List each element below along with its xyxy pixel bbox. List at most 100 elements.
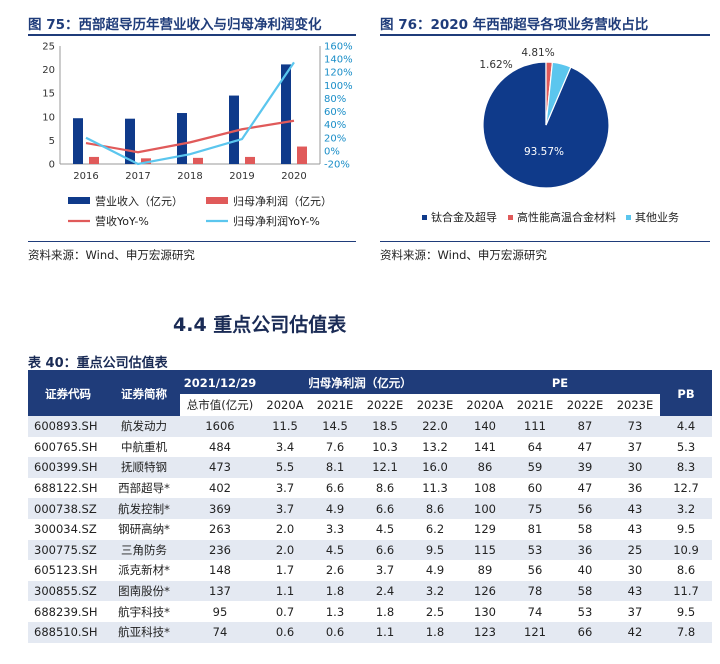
- cell-pe-2021e: 60: [527, 481, 543, 496]
- cell-market-cap: 95: [212, 604, 228, 619]
- cell-pe-2022e: 58: [560, 580, 610, 602]
- cell-name: 图南股份*: [108, 580, 180, 602]
- cell-pe-2022e: 66: [560, 621, 610, 643]
- cell-pe-2023e: 30: [610, 457, 660, 478]
- revenue-yoy-line: [85, 119, 295, 154]
- cell-np-2021e: 14.5: [310, 416, 360, 437]
- header-year: 2020A: [260, 394, 310, 416]
- y-left-tick-label: 15: [42, 89, 55, 100]
- cell-name: 钢研高纳*: [118, 522, 170, 537]
- cell-pe-2023e: 25: [610, 539, 660, 561]
- cell-market-cap: 1606: [180, 416, 260, 437]
- header-date: 2021/12/29: [180, 372, 260, 394]
- cell-name: 西部超导*: [118, 481, 170, 496]
- header-year: 2021E: [310, 394, 360, 416]
- cell-pe-2022e: 87: [560, 416, 610, 437]
- cell-pe-2020a: 123: [460, 621, 510, 643]
- cell-code: 600399.SH: [28, 457, 108, 478]
- fig76-source: 资料来源：Wind、申万宏源研究: [380, 248, 547, 262]
- x-tick-label: 2020: [281, 171, 306, 182]
- cell-np-2020a: 3.4: [275, 439, 295, 454]
- pie-slice: [545, 61, 572, 126]
- cell-pe-2021e: 121: [510, 621, 560, 643]
- net-profit-bar: [245, 156, 255, 164]
- y-left-tick-label: 10: [42, 112, 55, 123]
- cell-name: 航宇科技*: [118, 604, 170, 619]
- header-year: 2023E: [610, 394, 660, 416]
- cell-pb: 4.4: [660, 416, 712, 437]
- revenue-bar: [229, 95, 239, 164]
- cell-np-2021e: 7.6: [325, 439, 345, 454]
- net-profit-yoy-line: [85, 61, 295, 166]
- table-row: 300775.SZ 三角防务 236 2.0 4.5 6.6 9.5 115 53 36 25 10.…: [28, 539, 712, 561]
- legend-label: 高性能高温合金材料: [517, 210, 616, 224]
- cell-np-2020a: 0.7: [275, 604, 295, 619]
- revenue-bar: [177, 113, 187, 164]
- fig75-title: 图 75：西部超导历年营业收入与归母净利润变化: [28, 17, 322, 33]
- cell-np-2020a: 3.7: [260, 498, 310, 519]
- cell-np-2020a: 11.5: [260, 416, 310, 437]
- cell-market-cap: 236: [180, 539, 260, 561]
- cell-name: 三角防务: [108, 539, 180, 561]
- x-tick-label: 2019: [229, 171, 254, 182]
- fig75-title-rule: [28, 34, 356, 36]
- cell-pe-2020a: 100: [460, 498, 510, 519]
- table-row: 688239.SH 航宇科技* 95 0.7 1.3 1.8 2.5 130 74 53 37 9.5: [28, 601, 712, 622]
- cell-pe-2022e: 56: [560, 498, 610, 519]
- cell-pb: 10.9: [660, 539, 712, 561]
- cell-np-2022e: 2.4: [360, 580, 410, 602]
- y-right-tick-label: 60%: [324, 107, 346, 118]
- header-year: 2022E: [360, 394, 410, 416]
- table-row: 605123.SH 派克新材* 148 1.7 2.6 3.7 4.9 89 56 40 30 8.6: [28, 560, 712, 581]
- cell-np-2021e: 3.3: [325, 522, 345, 537]
- legend-label: 归母净利润YoY-%: [233, 214, 320, 228]
- fig75-source: 资料来源：Wind、申万宏源研究: [28, 248, 195, 262]
- table-title: 表 40：重点公司估值表: [28, 356, 168, 371]
- y-left-tick-label: 25: [42, 42, 55, 53]
- cell-pe-2021e: 111: [510, 416, 560, 437]
- cell-np-2020a: 0.6: [260, 621, 310, 643]
- section-title: 4.4 重点公司估值表: [173, 314, 347, 336]
- cell-pe-2021e: 81: [527, 522, 543, 537]
- cell-np-2023e: 16.0: [410, 457, 460, 478]
- table-row: 000738.SZ 航发控制* 369 3.7 4.9 6.6 8.6 100 75 56 43 3.…: [28, 498, 712, 519]
- cell-name: 航发控制*: [108, 498, 180, 519]
- y-right-tick-label: 160%: [324, 42, 353, 53]
- table-title-rule: [28, 370, 712, 372]
- legend-label: 营收YoY-%: [95, 214, 149, 228]
- cell-np-2021e: 2.6: [325, 563, 345, 578]
- cell-market-cap: 137: [180, 580, 260, 602]
- cell-np-2023e: 9.5: [410, 539, 460, 561]
- cell-code: 300034.SZ: [34, 522, 97, 537]
- cell-code: 605123.SH: [34, 563, 98, 578]
- cell-pe-2020a: 108: [474, 481, 496, 496]
- header-pe: PE: [460, 372, 660, 394]
- cell-pe-2023e: 43: [610, 580, 660, 602]
- cell-pe-2022e: 39: [560, 457, 610, 478]
- cell-np-2023e: 1.8: [410, 621, 460, 643]
- cell-pe-2020a: 89: [477, 563, 493, 578]
- x-tick-label: 2018: [177, 171, 202, 182]
- cell-np-2023e: 3.2: [410, 580, 460, 602]
- pie-value-label: 1.62%: [479, 59, 512, 71]
- legend-label: 营业收入（亿元）: [95, 194, 183, 208]
- cell-np-2021e: 0.6: [310, 621, 360, 643]
- cell-np-2020a: 3.7: [275, 481, 295, 496]
- table-row: 300855.SZ 图南股份* 137 1.1 1.8 2.4 3.2 126 78 58 43 11…: [28, 580, 712, 602]
- cell-pe-2020a: 130: [474, 604, 496, 619]
- cell-np-2020a: 5.5: [260, 457, 310, 478]
- cell-pe-2022e: 47: [577, 439, 593, 454]
- header-year: 2021E: [510, 394, 560, 416]
- table-row: 600893.SH 航发动力 1606 11.5 14.5 18.5 22.0 140 111 8…: [28, 416, 712, 437]
- x-tick-label: 2017: [125, 171, 150, 182]
- fig76-title-rule: [380, 34, 710, 36]
- cell-market-cap: 402: [209, 481, 231, 496]
- header-pb: PB: [660, 372, 712, 416]
- cell-market-cap: 369: [180, 498, 260, 519]
- cell-pe-2023e: 42: [610, 621, 660, 643]
- cell-pe-2020a: 126: [460, 580, 510, 602]
- cell-code: 688239.SH: [34, 604, 98, 619]
- cell-pe-2023e: 43: [610, 498, 660, 519]
- legend-label: 其他业务: [635, 211, 679, 224]
- legend-label: 钛合金及超导: [431, 210, 497, 224]
